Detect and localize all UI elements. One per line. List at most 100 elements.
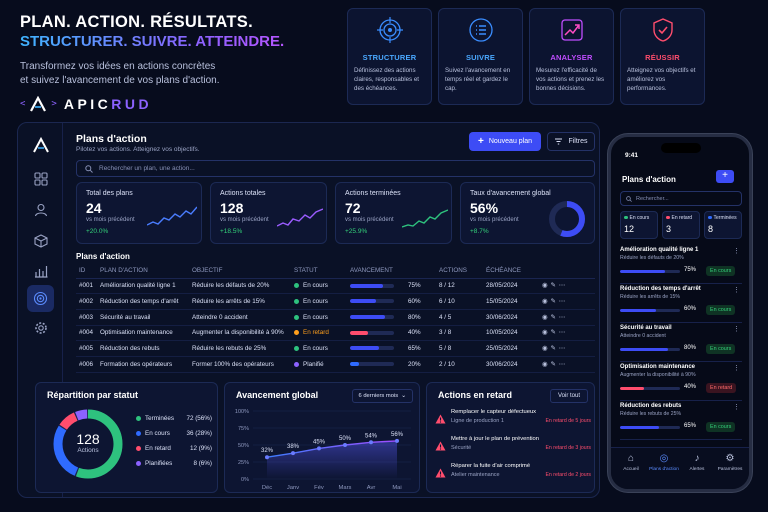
mobile-search-input[interactable]: Rechercher... bbox=[620, 191, 742, 206]
status-bar-time: 9:41 bbox=[625, 152, 639, 159]
more-icon[interactable]: ⋯ bbox=[558, 360, 569, 368]
eye-icon[interactable]: ◉ bbox=[542, 345, 551, 353]
more-icon[interactable]: ⋮ bbox=[733, 326, 740, 333]
table-row[interactable]: #002 Réduction des temps d'arrêt Réduire l… bbox=[76, 293, 595, 310]
status-label: En retard bbox=[303, 329, 329, 337]
mobile-nav-bell[interactable]: ♪ Alertes bbox=[681, 453, 713, 472]
feature-title: ANALYSER bbox=[550, 53, 593, 62]
y-tick-label: 50% bbox=[238, 443, 249, 449]
data-point bbox=[343, 443, 347, 447]
status-label: En cours bbox=[303, 313, 328, 321]
progress-donut bbox=[549, 201, 585, 237]
mobile-plan-item[interactable]: Optimisation maintenance Augmenter la dis… bbox=[620, 364, 742, 401]
late-sub: Atelier maintenance bbox=[451, 472, 500, 478]
edit-icon[interactable]: ✎ bbox=[550, 313, 559, 321]
edit-icon[interactable]: ✎ bbox=[550, 360, 559, 368]
phone-notch bbox=[661, 143, 701, 153]
progress-pct: 80% bbox=[408, 313, 421, 321]
sidebar-item-reports[interactable] bbox=[27, 257, 54, 284]
row-due: 30/06/2024 bbox=[486, 356, 542, 373]
new-plan-button[interactable]: + Nouveau plan bbox=[469, 132, 541, 151]
kpi-delta: +20.0% bbox=[86, 228, 109, 235]
row-id: #004 bbox=[76, 325, 100, 342]
row-actions-count: 8 / 12 bbox=[439, 278, 486, 295]
eye-icon[interactable]: ◉ bbox=[542, 329, 551, 337]
feature-card-reussir: RÉUSSIR Atteignez vos objectifs et améli… bbox=[620, 8, 705, 105]
mobile-nav-target[interactable]: ◎ Plans d'action bbox=[648, 453, 680, 472]
row-objective: Réduire les défauts de 20% bbox=[192, 278, 294, 295]
late-action-item[interactable]: Mettre à jour le plan de prévention Sécur… bbox=[433, 436, 591, 463]
donut-slice bbox=[53, 409, 123, 479]
stat-value: 12 bbox=[624, 224, 635, 234]
mobile-plan-item[interactable]: Réduction des temps d'arrêt Réduire les a… bbox=[620, 286, 742, 323]
more-icon[interactable]: ⋮ bbox=[733, 404, 740, 411]
mobile-plan-item[interactable]: Sécurité au travail Atteindre 0 accident 8… bbox=[620, 325, 742, 362]
more-icon[interactable]: ⋯ bbox=[558, 345, 569, 353]
late-action-item[interactable]: Réparer la fuite d'air comprimé Atelier m… bbox=[433, 463, 591, 490]
progress-pct: 60% bbox=[408, 298, 421, 306]
sidebar-item-settings[interactable] bbox=[27, 314, 54, 341]
sidebar-logo[interactable] bbox=[27, 131, 54, 158]
progress-fill bbox=[620, 309, 656, 312]
mobile-plan-item[interactable]: Amélioration qualité ligne 1 Réduire les … bbox=[620, 247, 742, 284]
kpi-value: 72 bbox=[345, 200, 361, 216]
mobile-nav-gear[interactable]: ⚙ Paramètres bbox=[714, 453, 746, 472]
table-row[interactable]: #005 Réduction des rebuts Réduire les rebu… bbox=[76, 340, 595, 357]
eye-icon[interactable]: ◉ bbox=[542, 313, 551, 321]
more-icon[interactable]: ⋮ bbox=[733, 365, 740, 372]
row-progress: 40% bbox=[350, 325, 439, 342]
edit-icon[interactable]: ✎ bbox=[550, 329, 559, 337]
mobile-plan-sub: Réduire les rebuts de 25% bbox=[620, 411, 682, 417]
more-icon[interactable]: ⋮ bbox=[733, 287, 740, 294]
mobile-plan-item[interactable]: Réduction des rebuts Réduire les rebuts d… bbox=[620, 403, 742, 440]
row-tools: ◉✎⋯ bbox=[542, 325, 595, 342]
legend-label: Terminées bbox=[145, 415, 175, 422]
eye-icon[interactable]: ◉ bbox=[542, 282, 551, 290]
late-action-item[interactable]: Remplacer le capteur défectueux Ligne de … bbox=[433, 409, 591, 436]
mobile-plan-title: Réduction des temps d'arrêt bbox=[620, 286, 701, 292]
edit-icon[interactable]: ✎ bbox=[550, 298, 559, 306]
series-line bbox=[266, 440, 398, 458]
data-label: 50% bbox=[339, 436, 352, 442]
search-input[interactable]: Rechercher un plan, une action... bbox=[76, 160, 595, 177]
edit-icon[interactable]: ✎ bbox=[550, 282, 559, 290]
more-icon[interactable]: ⋮ bbox=[733, 248, 740, 255]
legend-item: En retard 12 (9%) bbox=[136, 441, 212, 456]
eye-icon[interactable]: ◉ bbox=[542, 298, 551, 306]
sidebar-item-dashboard[interactable] bbox=[27, 165, 54, 192]
logo-bracket-right: > bbox=[51, 99, 57, 109]
progress-bar bbox=[620, 270, 680, 273]
gear-icon bbox=[34, 321, 47, 334]
more-icon[interactable]: ⋯ bbox=[558, 282, 569, 290]
filters-button[interactable]: Filtres bbox=[547, 132, 595, 151]
status-label: En cours bbox=[303, 282, 328, 290]
mobile-nav-home[interactable]: ⌂ Accueil bbox=[615, 453, 647, 472]
progress-bar bbox=[350, 315, 394, 320]
more-icon[interactable]: ⋯ bbox=[558, 298, 569, 306]
more-icon[interactable]: ⋯ bbox=[558, 313, 569, 321]
table-row[interactable]: #004 Optimisation maintenance Augmenter la… bbox=[76, 325, 595, 342]
row-progress: 20% bbox=[350, 356, 439, 373]
row-actions-count: 4 / 5 bbox=[439, 309, 486, 326]
period-select[interactable]: 6 derniers mois ⌄ bbox=[351, 389, 413, 403]
more-icon[interactable]: ⋯ bbox=[558, 329, 569, 337]
view-all-button[interactable]: Voir tout bbox=[549, 389, 588, 403]
plans-table: ID PLAN D'ACTION OBJECTIF STATUT AVANCEM… bbox=[76, 264, 595, 373]
table-row[interactable]: #003 Sécurité au travail Atteindre 0 accid… bbox=[76, 309, 595, 326]
sidebar-item-users[interactable] bbox=[27, 196, 54, 223]
eye-icon[interactable]: ◉ bbox=[542, 360, 551, 368]
mobile-add-button[interactable]: + bbox=[716, 170, 734, 183]
sidebar-item-products[interactable] bbox=[27, 227, 54, 254]
progress-pct: 65% bbox=[408, 345, 421, 353]
table-row[interactable]: #001 Amélioration qualité ligne 1 Réduire … bbox=[76, 278, 595, 295]
col-progress: AVANCEMENT bbox=[350, 264, 439, 279]
legend-dot bbox=[136, 446, 141, 451]
table-title: Plans d'action bbox=[76, 252, 130, 261]
sidebar-item-action-plans[interactable] bbox=[27, 285, 54, 312]
table-row[interactable]: #006 Formation des opérateurs Former 100% … bbox=[76, 356, 595, 373]
status-dot bbox=[294, 298, 299, 304]
feature-title: RÉUSSIR bbox=[645, 53, 680, 62]
late-title: Mettre à jour le plan de prévention bbox=[451, 436, 539, 442]
donut-total: 128 bbox=[76, 431, 100, 447]
edit-icon[interactable]: ✎ bbox=[550, 345, 559, 353]
